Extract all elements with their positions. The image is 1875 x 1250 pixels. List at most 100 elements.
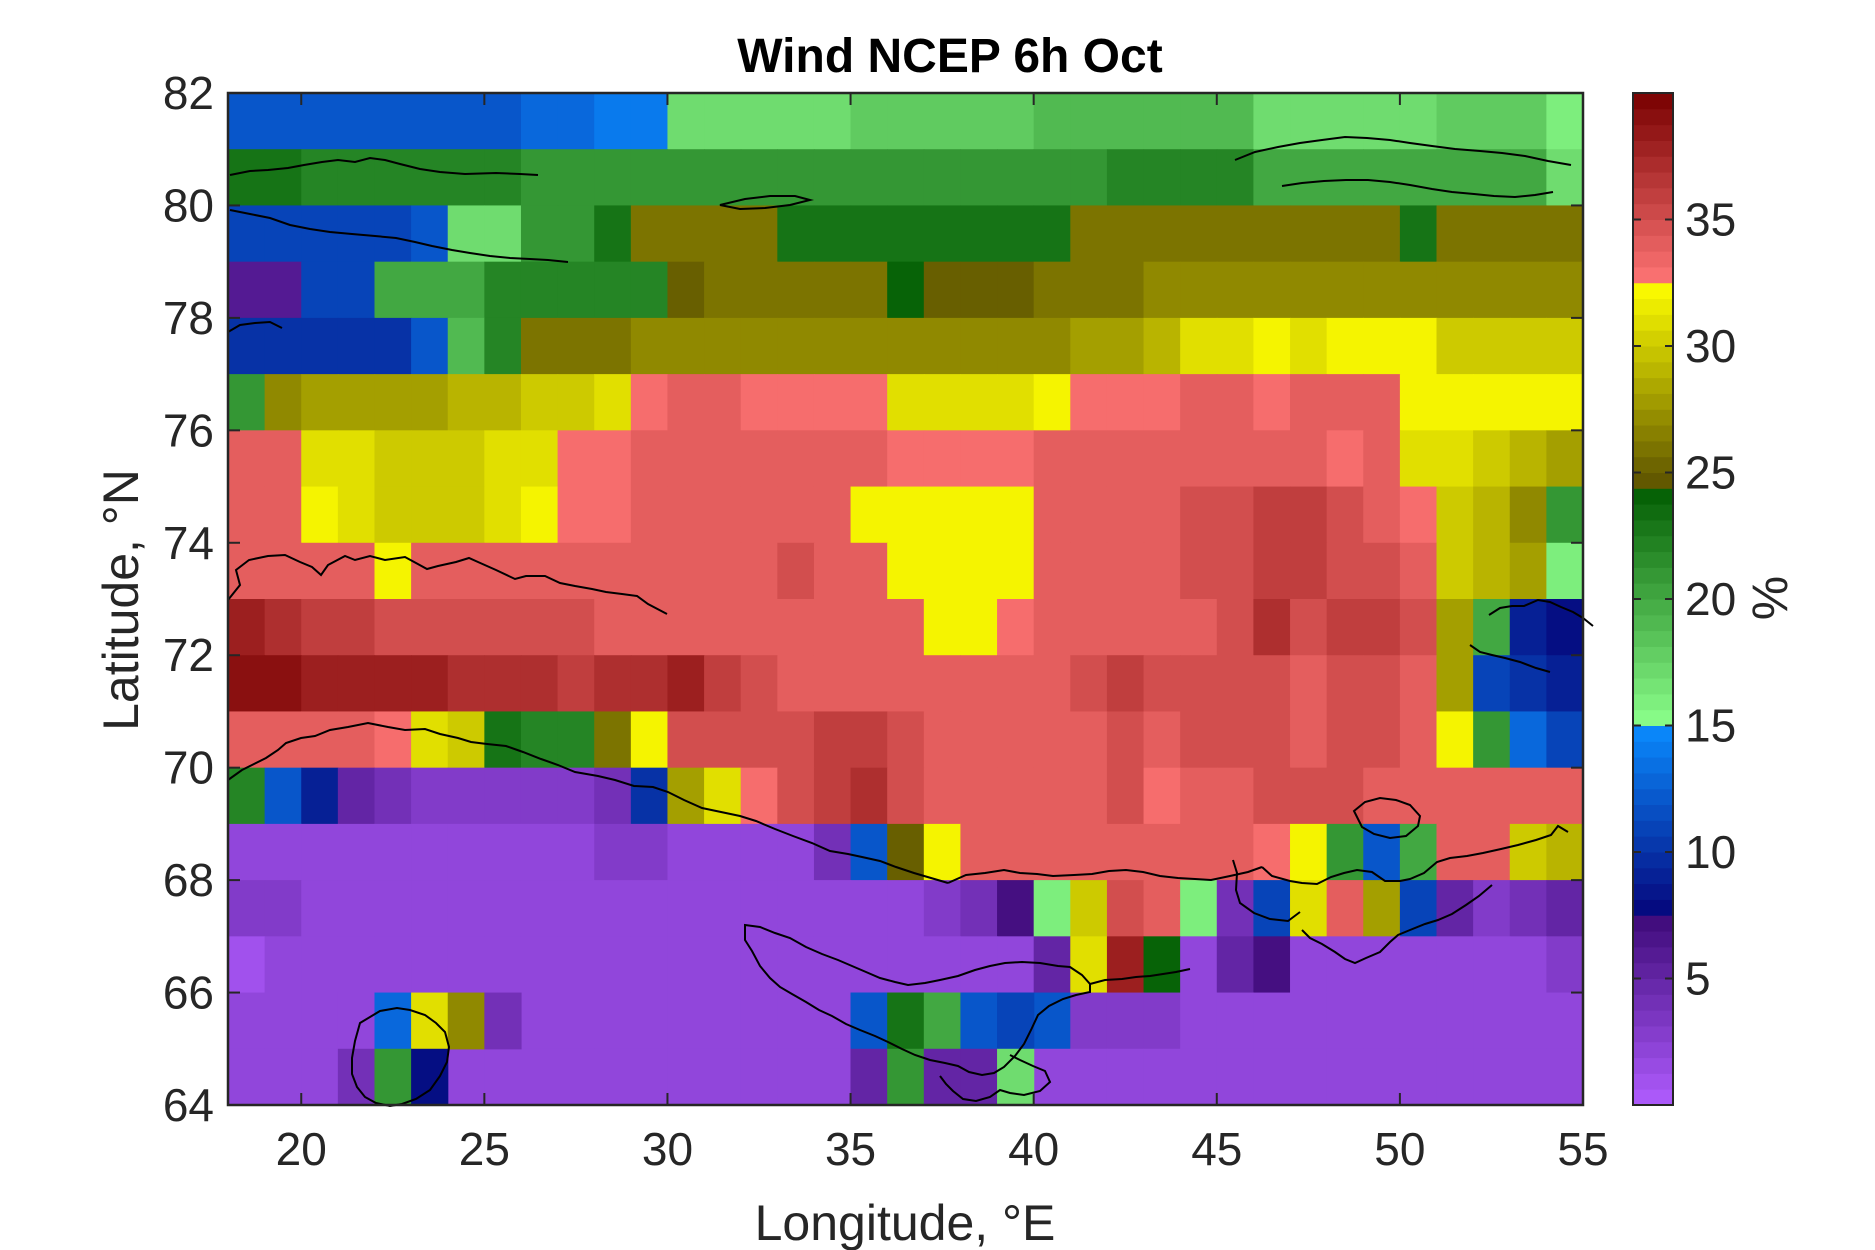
heatmap-cell bbox=[1363, 711, 1401, 769]
heatmap-cell bbox=[1033, 880, 1071, 937]
heatmap-cell bbox=[813, 430, 852, 488]
heatmap-cell bbox=[447, 374, 485, 431]
heatmap-cell bbox=[1509, 992, 1547, 1050]
heatmap-cell bbox=[704, 261, 742, 319]
heatmap-cell bbox=[520, 1048, 559, 1106]
heatmap-cell bbox=[1070, 992, 1108, 1050]
heatmap-cell bbox=[228, 655, 266, 713]
heatmap-cell bbox=[1180, 767, 1218, 825]
heatmap-cell bbox=[520, 880, 559, 937]
heatmap-cell bbox=[447, 599, 485, 656]
heatmap-cell bbox=[1180, 1048, 1218, 1106]
coastlines bbox=[227, 135, 1594, 1108]
heatmap-cell bbox=[1033, 992, 1071, 1050]
heatmap-cell bbox=[1509, 317, 1547, 375]
colorbar-swatch bbox=[1633, 140, 1673, 157]
heatmap-cell bbox=[1070, 542, 1108, 600]
heatmap-cell bbox=[301, 823, 339, 881]
heatmap-cell bbox=[1326, 486, 1364, 544]
colorbar-swatch bbox=[1633, 567, 1673, 584]
heatmap-cell bbox=[1473, 936, 1511, 994]
heatmap-cell bbox=[887, 767, 925, 825]
heatmap-cell bbox=[557, 430, 595, 488]
heatmap-cell bbox=[704, 880, 742, 937]
heatmap-cell bbox=[630, 149, 669, 207]
heatmap-cell bbox=[887, 992, 925, 1050]
heatmap-cell bbox=[484, 1048, 522, 1106]
heatmap-cell bbox=[630, 430, 669, 488]
colorbar-swatch bbox=[1633, 298, 1673, 315]
heatmap-cell bbox=[1363, 880, 1401, 937]
heatmap-cell bbox=[1399, 599, 1438, 656]
heatmap-cell bbox=[374, 149, 412, 207]
heatmap-cell bbox=[1436, 542, 1474, 600]
heatmap-cell bbox=[557, 374, 595, 431]
heatmap-cell bbox=[740, 767, 778, 825]
heatmap-cell bbox=[813, 205, 852, 263]
heatmap-cell bbox=[813, 93, 852, 150]
heatmap-cell bbox=[850, 767, 888, 825]
heatmap-cell bbox=[484, 542, 522, 600]
heatmap-cell bbox=[337, 655, 376, 713]
heatmap-cell bbox=[667, 261, 705, 319]
heatmap-cell bbox=[1216, 486, 1254, 544]
heatmap-cell bbox=[997, 317, 1035, 375]
heatmap-cell bbox=[1180, 880, 1218, 937]
heatmap-cell bbox=[1399, 93, 1438, 150]
heatmap-cell bbox=[1326, 711, 1364, 769]
heatmap-cell bbox=[1143, 542, 1181, 600]
heatmap-cell bbox=[337, 486, 376, 544]
heatmap-cell bbox=[1546, 261, 1584, 319]
heatmap-cell bbox=[813, 486, 852, 544]
heatmap-cell bbox=[1106, 599, 1145, 656]
heatmap-cell bbox=[1143, 767, 1181, 825]
heatmap-cell bbox=[667, 430, 705, 488]
heatmap-cell bbox=[1399, 823, 1438, 881]
heatmap-cell bbox=[667, 542, 705, 600]
heatmap-cell bbox=[1253, 767, 1291, 825]
heatmap-cell bbox=[1399, 1048, 1438, 1106]
heatmap-cell bbox=[228, 767, 266, 825]
heatmap-cell bbox=[1143, 374, 1181, 431]
heatmap-cell bbox=[1290, 149, 1328, 207]
heatmap-cell bbox=[1436, 936, 1474, 994]
heatmap-cell bbox=[667, 1048, 705, 1106]
heatmap-cell bbox=[1033, 149, 1071, 207]
heatmap-cell bbox=[594, 936, 632, 994]
x-tick-label: 45 bbox=[1191, 1123, 1242, 1175]
heatmap-cell bbox=[1033, 486, 1071, 544]
heatmap-cell bbox=[1106, 93, 1145, 150]
heatmap-cell bbox=[1253, 1048, 1291, 1106]
y-tick-label: 74 bbox=[163, 517, 214, 569]
heatmap-cell bbox=[1473, 149, 1511, 207]
heatmap-cell bbox=[1143, 992, 1181, 1050]
colorbar-swatch bbox=[1633, 172, 1673, 189]
heatmap-cell bbox=[411, 317, 449, 375]
heatmap-cell bbox=[1143, 599, 1181, 656]
heatmap-cell bbox=[887, 486, 925, 544]
heatmap-cell bbox=[484, 430, 522, 488]
heatmap-cell bbox=[484, 261, 522, 319]
heatmap-cell bbox=[850, 317, 888, 375]
heatmap-cell bbox=[740, 486, 778, 544]
heatmap-cell bbox=[1546, 599, 1584, 656]
heatmap-cell bbox=[301, 486, 339, 544]
heatmap-cell bbox=[1436, 261, 1474, 319]
heatmap-cell bbox=[1473, 823, 1511, 881]
heatmap-cell bbox=[447, 149, 485, 207]
heatmap-cell bbox=[777, 486, 815, 544]
heatmap-cell bbox=[1399, 430, 1438, 488]
colorbar-swatch bbox=[1633, 203, 1673, 220]
heatmap-cell bbox=[960, 430, 998, 488]
heatmap-cell bbox=[594, 655, 632, 713]
x-tick-label: 30 bbox=[642, 1123, 693, 1175]
heatmap-cell bbox=[411, 149, 449, 207]
heatmap-cell bbox=[264, 430, 302, 488]
heatmap-cell bbox=[520, 542, 559, 600]
heatmap-cell bbox=[850, 823, 888, 881]
heatmap-cell bbox=[557, 205, 595, 263]
heatmap-cell bbox=[1070, 823, 1108, 881]
colorbar-swatch bbox=[1633, 251, 1673, 268]
heatmap-cell bbox=[301, 317, 339, 375]
heatmap-cell bbox=[1546, 317, 1584, 375]
